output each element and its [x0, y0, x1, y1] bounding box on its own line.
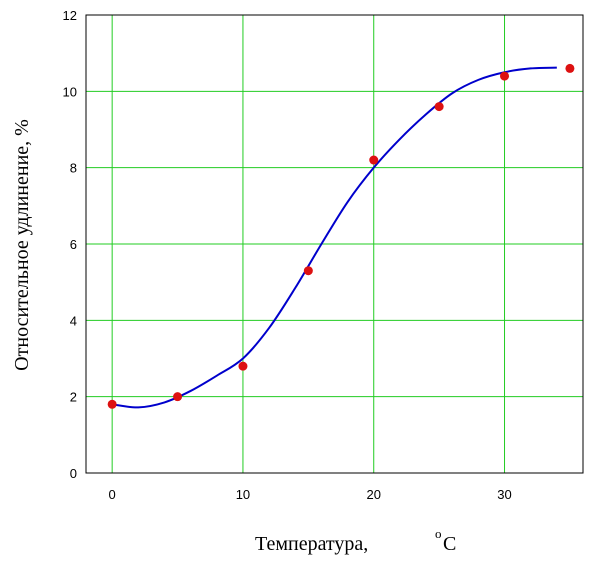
data-point — [369, 155, 379, 165]
y-tick-label: 10 — [63, 84, 77, 99]
data-point — [173, 392, 183, 402]
data-point — [238, 361, 248, 371]
data-points-layer — [107, 63, 575, 409]
y-tick-label: 2 — [70, 390, 77, 405]
x-axis-title: Температура, — [255, 533, 368, 555]
x-tick-label: 20 — [367, 487, 381, 502]
y-axis-title: Относительное удлинение, % — [11, 119, 33, 371]
tick-labels: 0 10 20 30 0 2 4 6 8 10 12 — [63, 8, 512, 502]
fitted-curve — [112, 66, 557, 409]
data-point — [500, 71, 510, 81]
x-tick-label: 30 — [497, 487, 511, 502]
x-axis-unit-superscript: o — [435, 526, 442, 541]
x-tick-label: 10 — [236, 487, 250, 502]
y-tick-label: 4 — [70, 313, 77, 328]
y-tick-label: 0 — [70, 466, 77, 481]
data-point — [565, 63, 575, 73]
plot-frame — [85, 14, 584, 474]
data-point — [303, 266, 313, 276]
fitted-curve-layer — [112, 66, 557, 409]
y-tick-label: 8 — [70, 161, 77, 176]
y-tick-label: 12 — [63, 8, 77, 23]
y-tick-label: 6 — [70, 237, 77, 252]
x-tick-label: 0 — [109, 487, 116, 502]
data-point — [107, 399, 117, 409]
x-axis-unit: C — [443, 533, 456, 555]
data-point — [434, 102, 444, 112]
